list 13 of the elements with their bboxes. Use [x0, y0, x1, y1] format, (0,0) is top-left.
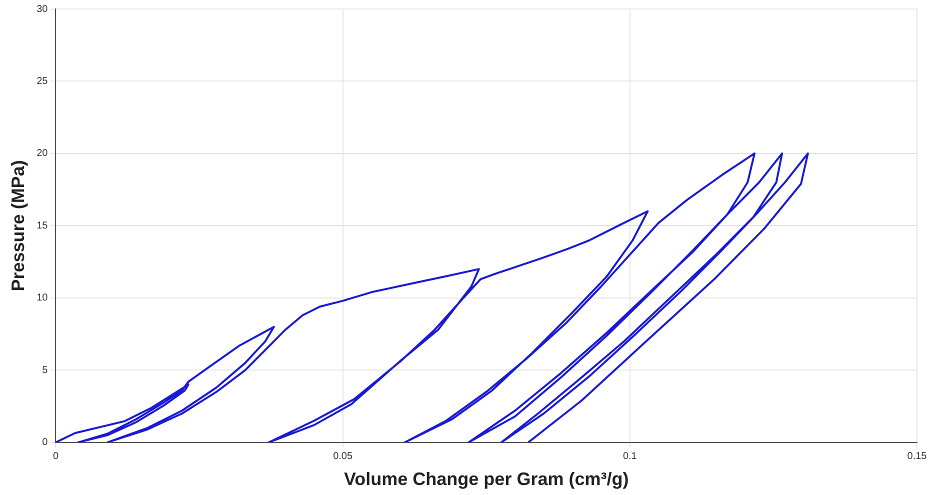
x-tick-label: 0 [52, 451, 59, 462]
y-tick-label: 20 [36, 148, 48, 160]
x-tick-label: 0.15 [907, 451, 928, 462]
y-tick-label: 15 [36, 220, 48, 232]
y-tick-label: 5 [42, 364, 48, 376]
x-tick-label: 0.05 [333, 451, 353, 462]
y-axis-title: Pressure (MPa) [8, 160, 28, 292]
y-tick-label: 10 [36, 292, 48, 304]
x-axis-title: Volume Change per Gram (cm³/g) [344, 469, 629, 490]
x-tick-label: 0.1 [622, 451, 638, 462]
y-tick-label: 30 [36, 4, 48, 15]
y-tick-label: 25 [36, 76, 48, 87]
y-tick-label: 0 [42, 437, 48, 448]
